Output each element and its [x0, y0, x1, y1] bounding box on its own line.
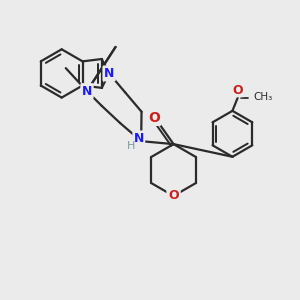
Text: N: N [134, 132, 144, 145]
Text: N: N [104, 67, 114, 80]
Text: N: N [82, 85, 92, 98]
Text: CH₃: CH₃ [253, 92, 272, 102]
Text: O: O [168, 189, 179, 203]
Text: O: O [148, 111, 160, 124]
Text: H: H [127, 142, 135, 152]
Text: O: O [232, 84, 243, 97]
